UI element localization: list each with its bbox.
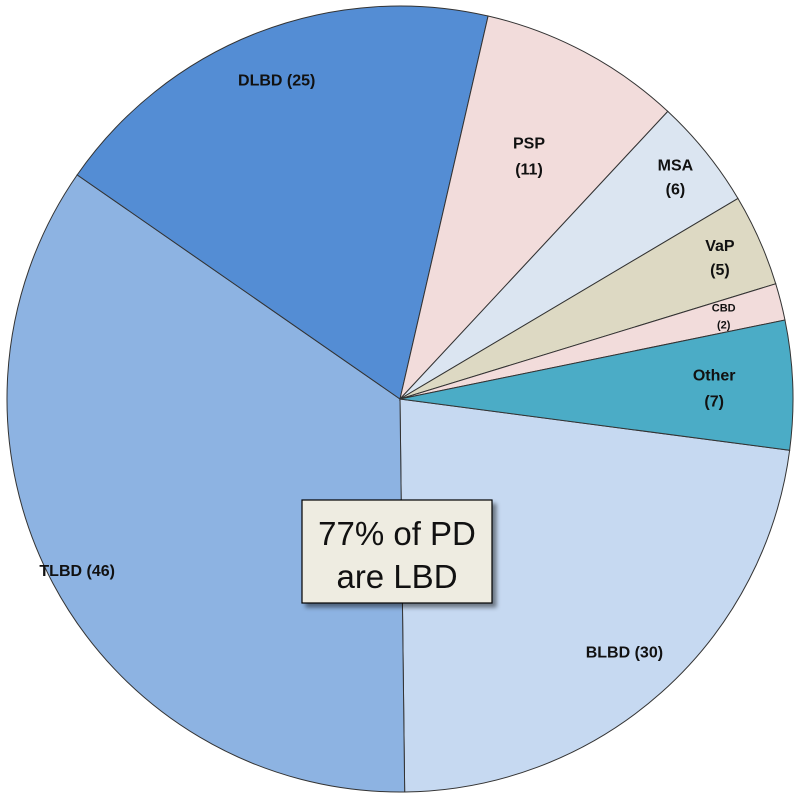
- pie-slice-7: [399, 319, 794, 451]
- slice-label-7: Other (7): [693, 367, 736, 410]
- slice-label-7-line-0: Other: [693, 367, 736, 384]
- slice-label-3: PSP (11): [513, 136, 545, 179]
- slice-label-0: BLBD (30): [586, 644, 663, 661]
- slice-label-4-line-1: (6): [666, 182, 686, 199]
- slice-label-6-line-0: CBD: [712, 303, 736, 315]
- slice-label-7-line-1: (7): [704, 393, 724, 410]
- annotation-callout: 77% of PD are LBD: [301, 499, 493, 604]
- annotation-line-1: 77% of PD: [318, 515, 476, 552]
- slice-label-3-line-0: PSP: [513, 136, 545, 153]
- slice-label-0-line-0: BLBD (30): [586, 644, 663, 661]
- slice-label-1: TLBD (46): [39, 563, 115, 580]
- slice-label-1-line-0: TLBD (46): [39, 563, 115, 580]
- slice-label-4-line-0: MSA: [658, 158, 694, 175]
- pie-slice-2: [76, 5, 489, 400]
- slice-label-6: CBD (2): [712, 303, 736, 332]
- slices-layer: [6, 5, 794, 793]
- labels-layer: BLBD (30) TLBD (46) DLBD (25) PSP (11) MSA (6)…: [39, 73, 735, 662]
- slice-label-5-line-0: VaP: [705, 238, 735, 255]
- slice-label-5: VaP (5): [705, 238, 735, 279]
- annotation-box: [301, 499, 493, 604]
- slice-label-2-line-0: DLBD (25): [238, 73, 315, 90]
- slice-label-5-line-1: (5): [710, 262, 730, 279]
- pie-slice-0: [399, 398, 791, 793]
- annotation-line-2: are LBD: [336, 558, 457, 595]
- slice-label-2: DLBD (25): [238, 73, 315, 90]
- pie-slice-3: [399, 15, 669, 401]
- pie-slice-1: [6, 174, 406, 793]
- slice-label-6-line-1: (2): [717, 320, 731, 332]
- slice-label-3-line-1: (11): [515, 162, 543, 179]
- slice-label-4: MSA (6): [658, 158, 694, 199]
